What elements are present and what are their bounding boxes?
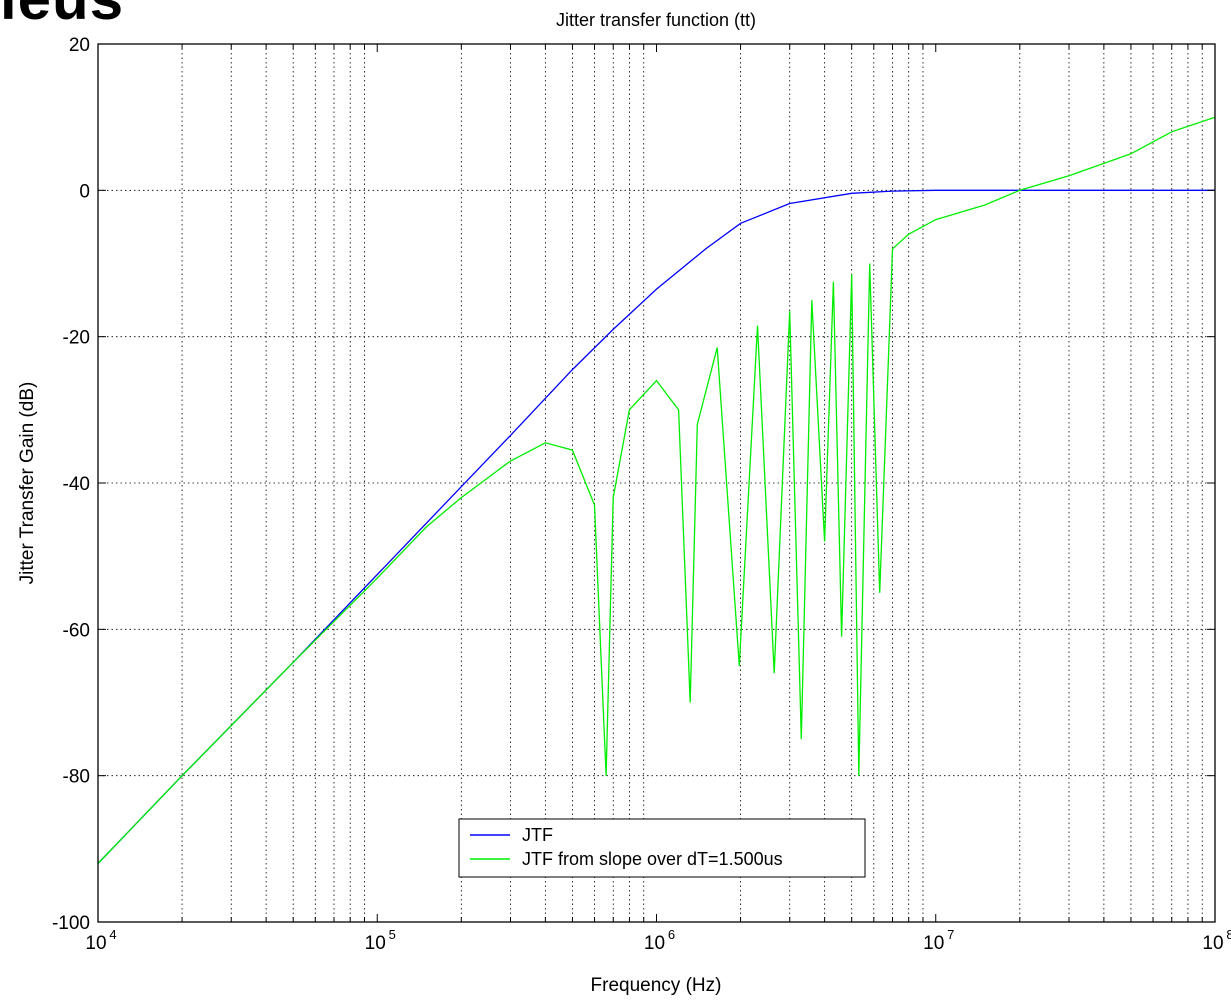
legend: JTF JTF from slope over dT=1.500us <box>458 818 866 878</box>
x-axis-label: Frequency (Hz) <box>591 975 722 996</box>
y-tick-label: 20 <box>69 35 90 56</box>
series-line-2 <box>97 116 1216 864</box>
chart-title: Jitter transfer function (tt) <box>556 10 756 30</box>
x-tick-label: 10 <box>85 933 106 954</box>
y-tick-label: 0 <box>79 181 90 202</box>
grid <box>98 44 1215 922</box>
x-tick-exponent: 8 <box>1226 927 1231 942</box>
series-line-1 <box>97 189 1215 864</box>
x-tick-exponent: 6 <box>668 927 675 942</box>
x-tick-label: 10 <box>923 933 944 954</box>
y-tick-label: -40 <box>63 474 90 495</box>
y-tick-label: -20 <box>63 328 90 349</box>
x-tick-label: 10 <box>365 933 386 954</box>
x-tick-label: 10 <box>1202 933 1223 954</box>
series-layer <box>97 116 1216 864</box>
x-tick-exponent: 7 <box>947 927 954 942</box>
y-axis-label: Jitter Transfer Gain (dB) <box>17 382 38 585</box>
x-tick-label: 10 <box>644 933 665 954</box>
x-tick-exponent: 5 <box>389 927 396 942</box>
legend-label: JTF from slope over dT=1.500us <box>522 849 783 869</box>
y-tick-label: -80 <box>63 767 90 788</box>
legend-box <box>458 818 866 878</box>
y-tick-label: -60 <box>63 620 90 641</box>
header-fragment-text: ieus <box>0 0 124 33</box>
x-tick-exponent: 4 <box>109 927 116 942</box>
y-tick-label: -100 <box>52 913 90 934</box>
legend-label: JTF <box>522 825 553 845</box>
